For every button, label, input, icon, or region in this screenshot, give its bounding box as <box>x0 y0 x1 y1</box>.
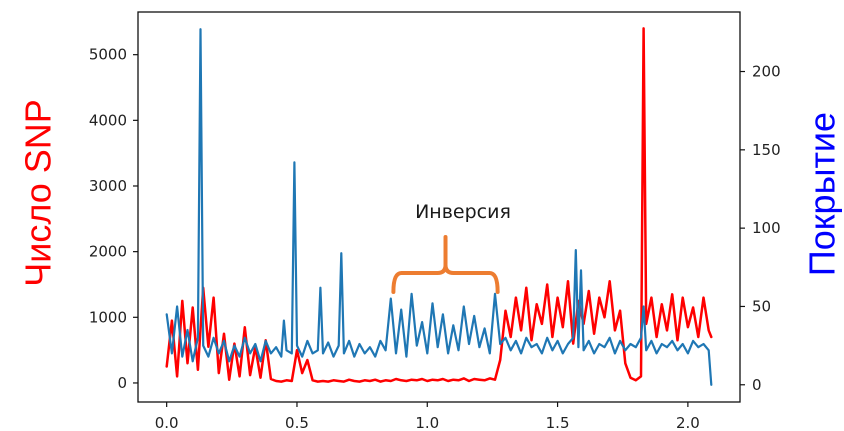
x-tick-label: 1.0 <box>415 414 439 431</box>
y-axis-label-left: Число SNP <box>18 99 59 287</box>
y-tick-label-left: 1000 <box>89 308 127 326</box>
y-tick-label-left: 0 <box>117 374 127 392</box>
x-tick-label: 0.5 <box>285 414 309 431</box>
y-tick-label-right: 50 <box>752 297 771 315</box>
series-layer <box>165 27 713 386</box>
y-tick-label-left: 2000 <box>89 243 127 261</box>
y-tick-label-right: 200 <box>752 63 781 81</box>
y-tick-label-right: 150 <box>752 141 781 159</box>
y-tick-label-left: 4000 <box>89 111 127 129</box>
annotation-layer: Инверсия <box>391 201 511 294</box>
plot-frame <box>137 11 741 403</box>
y-axis-label-right: Покрытие <box>802 112 843 276</box>
x-tick-label: 1.5 <box>546 414 570 431</box>
inversion-annotation: Инверсия <box>415 201 511 223</box>
y-tick-label-right: 100 <box>752 219 781 237</box>
x-tick-label: 0.0 <box>155 414 179 431</box>
y-tick-label-left: 5000 <box>89 46 127 64</box>
snp-count-line <box>165 27 713 383</box>
ticks-layer: 0.0 0.5 1.0 1.5 2.0 0 1000 2000 3000 4000 5000 0 50 1… <box>89 46 781 431</box>
x-tick-label: 2.0 <box>676 414 700 431</box>
inversion-bracket <box>391 235 500 294</box>
y-tick-label-left: 3000 <box>89 177 127 195</box>
y-tick-label-right: 0 <box>752 376 762 394</box>
coverage-line <box>165 28 713 386</box>
